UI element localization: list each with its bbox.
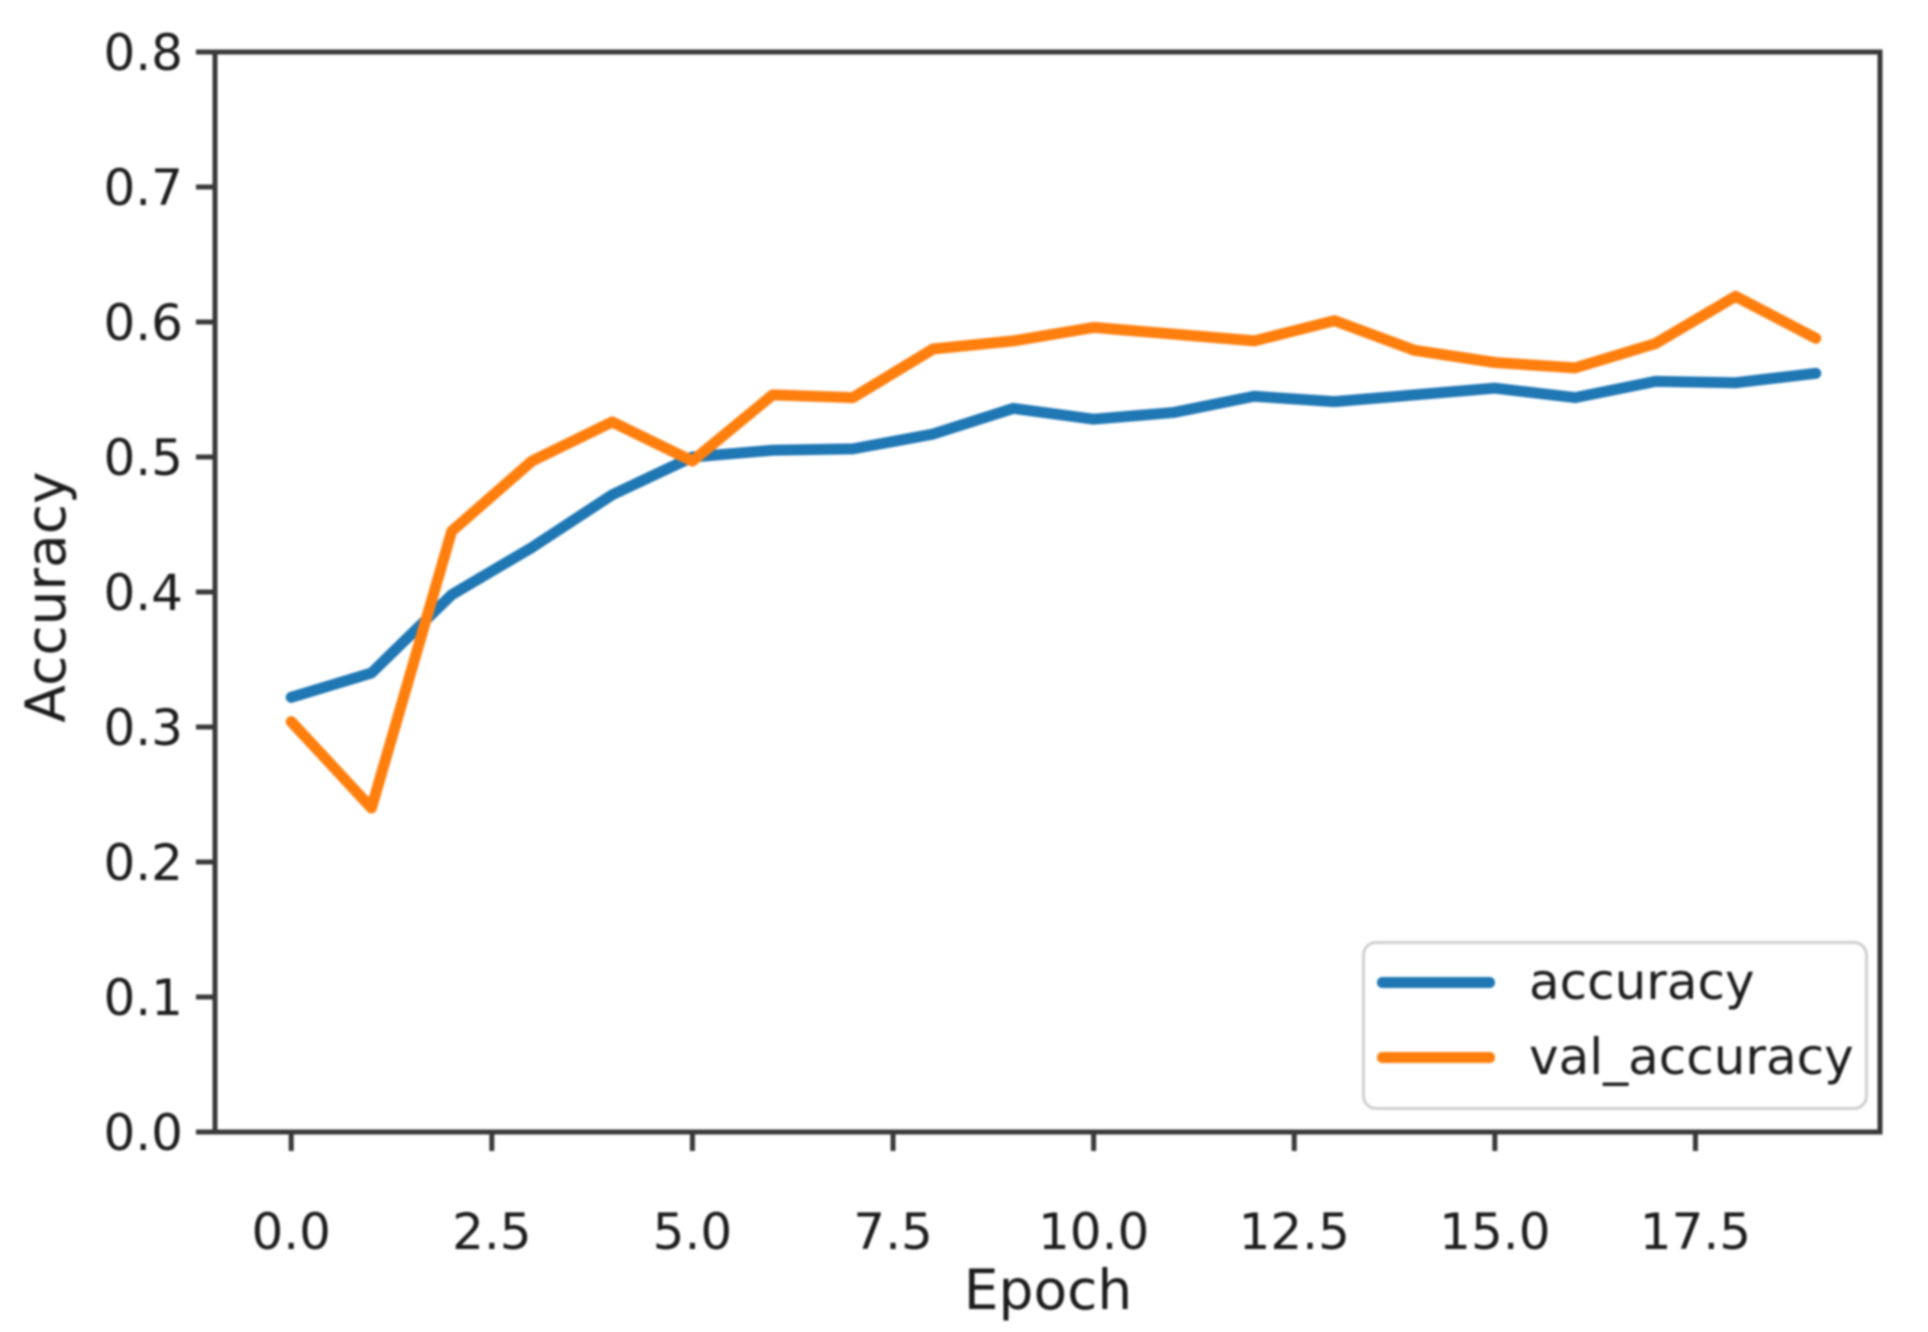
legend-item-val-accuracy: val_accuracy: [1377, 1027, 1854, 1087]
y-tick-label-0.3: 0.3: [103, 699, 183, 757]
series-line-val_accuracy: [285, 290, 1822, 814]
x-tick-label-10.0: 10.0: [1038, 1203, 1149, 1261]
legend: accuracy val_accuracy: [1362, 941, 1868, 1110]
y-tick-label-0.6: 0.6: [103, 294, 183, 352]
x-tick-label-17.5: 17.5: [1640, 1203, 1751, 1261]
legend-label-val-accuracy: val_accuracy: [1529, 1028, 1854, 1086]
x-tick-label-5.0: 5.0: [653, 1203, 733, 1261]
y-tick-label-0.4: 0.4: [103, 564, 183, 622]
y-axis-label: Accuracy: [14, 471, 78, 723]
x-tick-label-15.0: 15.0: [1439, 1203, 1550, 1261]
legend-item-accuracy: accuracy: [1377, 952, 1755, 1012]
series-line-accuracy: [285, 367, 1822, 703]
val-accuracy-line-swatch: [1377, 1051, 1495, 1063]
y-tick-label-0.8: 0.8: [103, 24, 183, 82]
y-tick-label-0.0: 0.0: [103, 1104, 183, 1162]
y-tick-label-0.7: 0.7: [103, 159, 183, 217]
x-tick-label-7.5: 7.5: [853, 1203, 933, 1261]
y-tick-label-0.5: 0.5: [103, 429, 183, 487]
x-axis-label: Epoch: [963, 1258, 1133, 1322]
x-tick-label-2.5: 2.5: [452, 1203, 532, 1261]
axes-layer: 0.0 2.5 5.0 7.5 10.0 12.5 15.0 17.5 0.0 0.1 0.2 0.3…: [103, 24, 1883, 1261]
x-tick-label-12.5: 12.5: [1239, 1203, 1350, 1261]
series-layer: [285, 290, 1822, 814]
x-tick-label-0.0: 0.0: [251, 1203, 331, 1261]
y-tick-label-0.2: 0.2: [103, 834, 183, 892]
legend-label-accuracy: accuracy: [1529, 953, 1755, 1011]
y-tick-label-0.1: 0.1: [103, 969, 183, 1027]
accuracy-line-swatch: [1377, 976, 1495, 988]
